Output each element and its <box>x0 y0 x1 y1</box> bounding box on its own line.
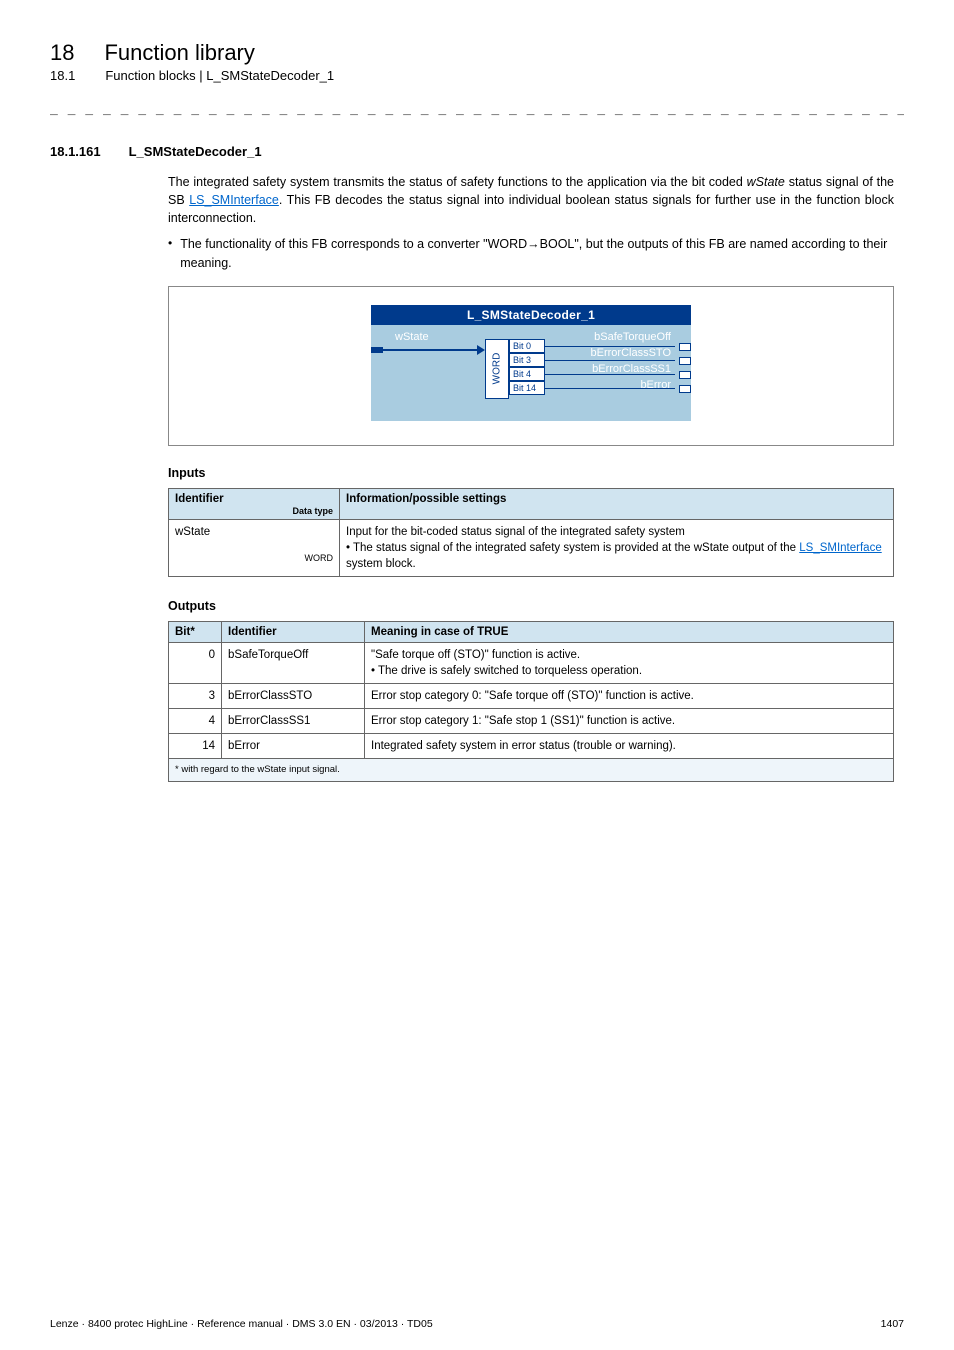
footer-page-number: 1407 <box>881 1318 904 1330</box>
diagram-out-port <box>679 357 691 365</box>
diagram-bit-0: Bit 0 <box>509 339 545 353</box>
table-row: 3 bErrorClassSTO Error stop category 0: … <box>169 684 894 709</box>
table-row: 0 bSafeTorqueOff "Safe torque off (STO)"… <box>169 642 894 683</box>
subsection-title: L_SMStateDecoder_1 <box>129 144 262 159</box>
separator-line: _ _ _ _ _ _ _ _ _ _ _ _ _ _ _ _ _ _ _ _ … <box>50 101 904 116</box>
link-ls-sminterface[interactable]: LS_SMInterface <box>189 193 279 207</box>
link-ls-sminterface[interactable]: LS_SMInterface <box>799 542 881 554</box>
diagram-word-box: WORD <box>485 339 509 399</box>
diagram-out-berror: bError <box>640 379 671 391</box>
block-diagram: L_SMStateDecoder_1 wState WORD Bit 0 Bit… <box>168 286 894 446</box>
bullet-item: • The functionality of this FB correspon… <box>168 235 894 271</box>
diagram-arrow-line <box>383 349 481 351</box>
page-footer: Lenze · 8400 protec HighLine · Reference… <box>50 1318 904 1330</box>
subsection-number: 18.1.161 <box>50 144 101 159</box>
diagram-out-safetorqueoff: bSafeTorqueOff <box>594 331 671 343</box>
section-number: 18.1 <box>50 68 75 83</box>
table-row: 4 bErrorClassSS1 Error stop category 1: … <box>169 709 894 734</box>
intro-paragraph: The integrated safety system transmits t… <box>168 173 894 227</box>
diagram-out-errorclasssto: bErrorClassSTO <box>591 347 671 359</box>
table-footnote-row: * with regard to the wState input signal… <box>169 759 894 781</box>
diagram-bit-3: Bit 3 <box>509 353 545 367</box>
outputs-th-bit: Bit* <box>169 621 222 642</box>
diagram-bit-4: Bit 4 <box>509 367 545 381</box>
outputs-heading: Outputs <box>168 599 894 613</box>
table-row: wState WORD Input for the bit-coded stat… <box>169 519 894 576</box>
diagram-title: L_SMStateDecoder_1 <box>371 305 691 325</box>
footer-left: Lenze · 8400 protec HighLine · Reference… <box>50 1318 433 1330</box>
diagram-out-port <box>679 371 691 379</box>
diagram-input-port <box>371 347 383 353</box>
diagram-out-port <box>679 385 691 393</box>
section-subtitle: Function blocks | L_SMStateDecoder_1 <box>105 68 334 83</box>
table-row: 14 bError Integrated safety system in er… <box>169 734 894 759</box>
inputs-heading: Inputs <box>168 466 894 480</box>
diagram-bit-14: Bit 14 <box>509 381 545 395</box>
diagram-out-port <box>679 343 691 351</box>
inputs-th-info: Information/possible settings <box>340 488 894 519</box>
diagram-arrow-head <box>477 345 485 355</box>
bullet-marker: • <box>168 235 172 271</box>
diagram-input-label: wState <box>395 331 429 343</box>
chapter-title: Function library <box>104 40 254 66</box>
inputs-table: Identifier Data type Information/possibl… <box>168 488 894 577</box>
outputs-table: Bit* Identifier Meaning in case of TRUE … <box>168 621 894 782</box>
chapter-number: 18 <box>50 40 74 66</box>
outputs-th-meaning: Meaning in case of TRUE <box>365 621 894 642</box>
inputs-th-identifier: Identifier Data type <box>169 488 340 519</box>
diagram-out-errorclassss1: bErrorClassSS1 <box>592 363 671 375</box>
outputs-th-identifier: Identifier <box>222 621 365 642</box>
